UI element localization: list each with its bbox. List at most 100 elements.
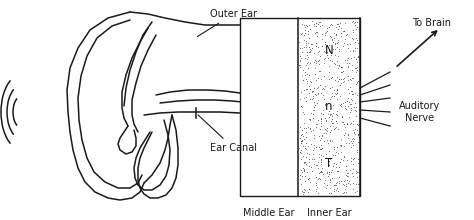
- Point: [355, 161, 362, 165]
- Point: [320, 57, 328, 61]
- Point: [333, 113, 340, 116]
- Point: [324, 30, 331, 33]
- Point: [351, 132, 358, 136]
- Point: [320, 74, 328, 77]
- Point: [349, 181, 357, 185]
- Point: [333, 170, 341, 173]
- Point: [306, 27, 313, 31]
- Point: [328, 168, 336, 172]
- Point: [343, 173, 350, 176]
- Point: [344, 75, 352, 78]
- Point: [355, 79, 362, 82]
- Point: [310, 22, 318, 26]
- Point: [355, 182, 362, 186]
- Point: [342, 37, 349, 41]
- Text: N: N: [325, 44, 333, 57]
- Point: [310, 146, 318, 150]
- Point: [318, 163, 325, 166]
- Point: [349, 48, 356, 52]
- Point: [327, 128, 335, 132]
- Point: [313, 123, 320, 126]
- Point: [355, 54, 362, 57]
- Point: [353, 169, 360, 173]
- Text: n: n: [325, 101, 333, 114]
- Point: [351, 49, 359, 53]
- Point: [297, 139, 304, 143]
- Point: [340, 133, 348, 136]
- Point: [332, 188, 340, 192]
- Point: [344, 87, 352, 91]
- Point: [349, 163, 357, 166]
- Point: [300, 154, 307, 158]
- Point: [346, 122, 354, 126]
- Point: [354, 65, 361, 68]
- Point: [310, 109, 317, 112]
- Point: [337, 70, 345, 73]
- Point: [325, 112, 332, 116]
- Point: [318, 117, 325, 120]
- Point: [327, 112, 334, 116]
- Point: [355, 55, 362, 59]
- Point: [329, 125, 337, 128]
- Point: [336, 83, 344, 87]
- Text: Auditory
Nerve: Auditory Nerve: [400, 101, 441, 123]
- Point: [308, 169, 316, 173]
- Point: [350, 132, 358, 135]
- Point: [312, 93, 320, 97]
- Point: [333, 110, 341, 113]
- Point: [323, 138, 331, 141]
- Point: [319, 86, 326, 90]
- Point: [300, 33, 307, 37]
- Point: [335, 63, 343, 67]
- Point: [312, 60, 320, 63]
- Point: [352, 105, 359, 108]
- Point: [321, 140, 328, 143]
- Point: [325, 163, 333, 167]
- Point: [354, 149, 361, 152]
- Point: [312, 163, 320, 167]
- Point: [298, 174, 306, 177]
- Point: [296, 59, 304, 62]
- Point: [296, 174, 303, 177]
- Point: [319, 45, 326, 48]
- Point: [300, 190, 307, 194]
- Point: [346, 49, 354, 52]
- Point: [332, 119, 340, 123]
- Point: [330, 145, 337, 149]
- Point: [331, 79, 338, 82]
- Point: [300, 78, 307, 81]
- Point: [317, 170, 324, 173]
- Point: [354, 81, 361, 84]
- Point: [296, 147, 303, 150]
- Point: [307, 48, 315, 52]
- Point: [339, 120, 346, 123]
- Point: [334, 39, 342, 42]
- Point: [345, 100, 353, 104]
- Point: [300, 23, 308, 26]
- Point: [352, 57, 360, 61]
- Point: [350, 106, 357, 109]
- Point: [334, 189, 341, 193]
- Point: [332, 33, 339, 37]
- Point: [347, 108, 355, 112]
- Point: [312, 190, 320, 193]
- Point: [301, 168, 308, 172]
- Point: [302, 43, 310, 46]
- Point: [302, 99, 310, 102]
- Point: [324, 156, 331, 159]
- Point: [301, 70, 309, 73]
- Point: [348, 138, 356, 141]
- Point: [352, 57, 360, 61]
- Point: [328, 121, 336, 125]
- Point: [341, 178, 349, 181]
- Point: [298, 50, 306, 54]
- Point: [317, 158, 325, 161]
- Point: [344, 178, 351, 182]
- Point: [329, 121, 337, 125]
- Point: [312, 24, 319, 28]
- Point: [321, 102, 329, 105]
- Point: [338, 70, 346, 73]
- Point: [344, 158, 351, 161]
- Point: [310, 101, 318, 104]
- Text: To Brain: To Brain: [412, 18, 452, 28]
